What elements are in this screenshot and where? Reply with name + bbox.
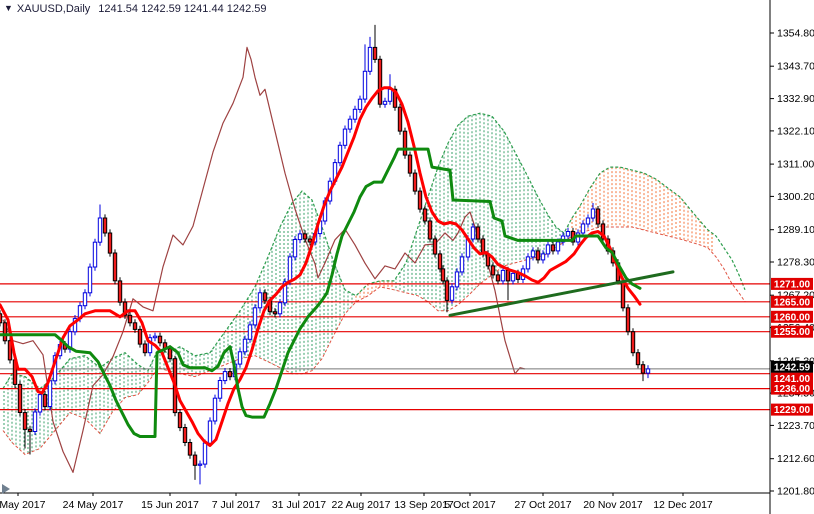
y-tick-label: 1300.20 — [777, 191, 814, 203]
y-tick-label: 1278.30 — [777, 257, 814, 269]
y-tick-label: 1332.90 — [777, 93, 814, 105]
price-level-badge-1265: 1265.00 — [771, 295, 813, 308]
x-tick-label: 5 Oct 2017 — [444, 499, 496, 511]
price-level-badge-1241: 1241.00 — [771, 372, 813, 385]
x-tick-label: 15 Jun 2017 — [141, 499, 199, 511]
y-tick-label: 1343.70 — [777, 61, 814, 73]
chart-header: ▼ XAUUSD,Daily 1241.54 1242.59 1241.44 124… — [4, 3, 267, 15]
svg-text:1241.00: 1241.00 — [774, 374, 811, 385]
plot-area[interactable] — [0, 24, 770, 485]
senkou-span-a-line — [2, 112, 746, 390]
axes: 1354.80 1343.70 1332.90 1322.10 1311.00 1300.… — [0, 28, 814, 512]
ohlc-values: 1241.54 1242.59 1241.44 1242.59 — [98, 3, 267, 15]
svg-text:1260.00: 1260.00 — [774, 312, 811, 323]
price-level-badge-1236: 1236.00 — [771, 382, 813, 395]
svg-text:1229.00: 1229.00 — [774, 405, 811, 416]
x-tick-label: 27 Oct 2017 — [514, 499, 571, 511]
x-tick-label: 22 Aug 2017 — [332, 499, 391, 511]
x-tick-label: 2 May 2017 — [0, 499, 46, 511]
symbol-dropdown-icon[interactable]: ▼ — [4, 3, 13, 13]
y-tick-label: 1354.80 — [777, 28, 814, 40]
y-tick-label: 1223.70 — [777, 420, 814, 432]
candles-layer — [0, 24, 651, 485]
x-tick-label: 7 Jul 2017 — [212, 499, 261, 511]
trendline[interactable] — [448, 270, 675, 317]
y-tick-label: 1322.10 — [777, 125, 814, 137]
x-tick-label: 20 Nov 2017 — [583, 499, 643, 511]
price-level-badge-1229: 1229.00 — [771, 403, 813, 416]
svg-text:1255.00: 1255.00 — [774, 327, 811, 338]
y-axis[interactable]: 1354.80 1343.70 1332.90 1322.10 1311.00 1300.… — [770, 28, 814, 498]
y-tick-label: 1289.10 — [777, 224, 814, 236]
chart-shift-triangle-icon[interactable] — [2, 484, 10, 494]
price-level-badge-1271: 1271.00 — [771, 277, 813, 290]
tenkan-sen-line — [0, 86, 642, 447]
y-tick-label: 1212.60 — [777, 453, 814, 465]
x-tick-label: 12 Dec 2017 — [653, 499, 713, 511]
svg-text:1265.00: 1265.00 — [774, 297, 811, 308]
y-tick-label: 1311.00 — [777, 159, 814, 171]
current-price-badge: 1242.59 — [771, 360, 813, 373]
x-tick-label: 24 May 2017 — [63, 499, 124, 511]
x-axis[interactable]: 2 May 2017 24 May 2017 15 Jun 2017 7 Jul 20… — [0, 493, 713, 511]
svg-text:1236.00: 1236.00 — [774, 384, 811, 395]
x-tick-label: 13 Sep 2017 — [394, 499, 454, 511]
kijun-sen-line — [0, 147, 642, 438]
chikou-span-line — [2, 46, 526, 473]
x-tick-label: 31 Jul 2017 — [272, 499, 326, 511]
y-tick-label: 1201.80 — [777, 486, 814, 498]
svg-text:1271.00: 1271.00 — [774, 279, 811, 290]
price-level-badge-1260: 1260.00 — [771, 310, 813, 323]
svg-text:1242.59: 1242.59 — [774, 362, 811, 373]
senkou-span-b-line — [2, 226, 746, 456]
symbol-period-label: XAUUSD,Daily — [16, 3, 91, 15]
price-level-badge-1255: 1255.00 — [771, 325, 813, 338]
